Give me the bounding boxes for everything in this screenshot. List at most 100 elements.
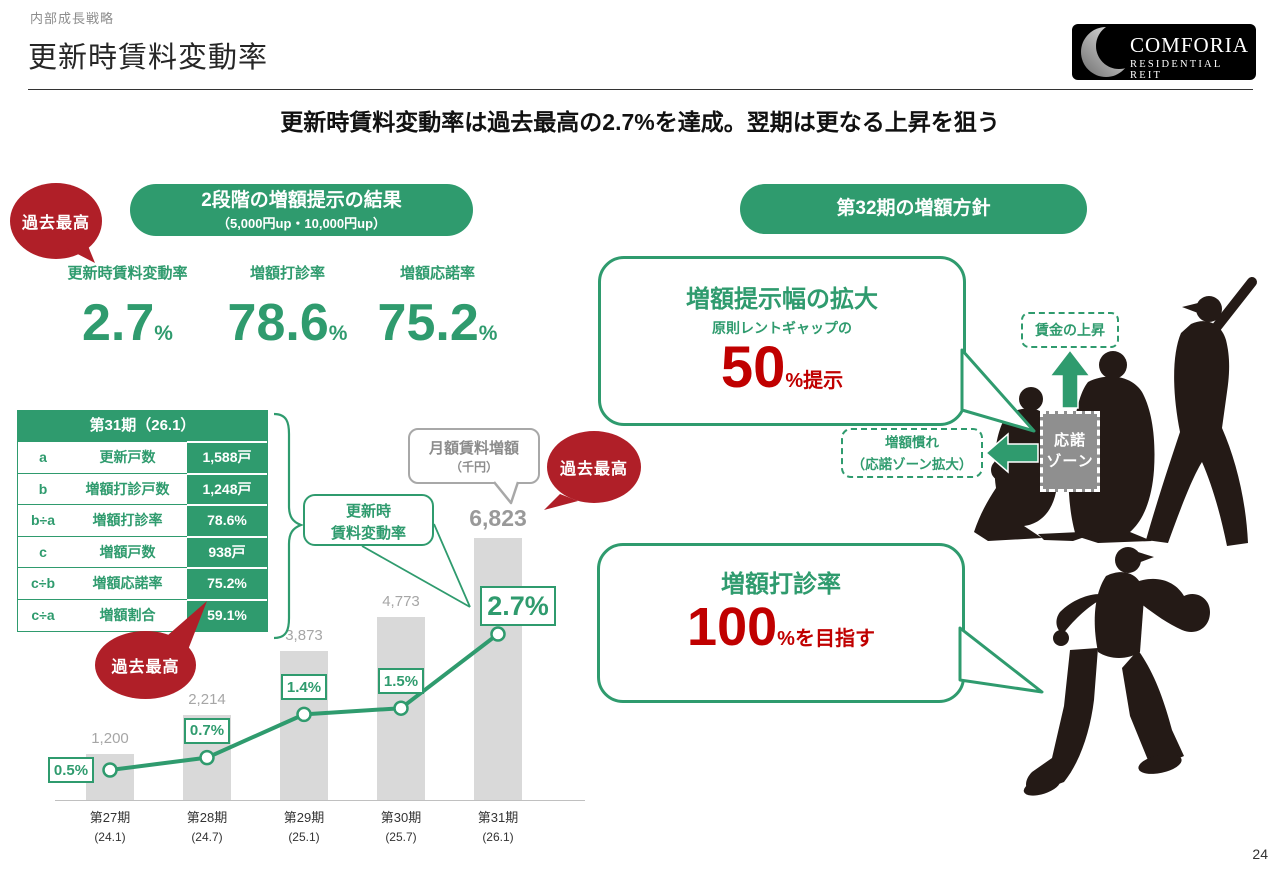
record-high-badge-chart: 過去最高 bbox=[547, 431, 641, 503]
row-label: 更新戸数 bbox=[99, 449, 156, 465]
bar-value-label: 6,823 bbox=[469, 505, 527, 531]
pct-label-2.7%: 2.7% bbox=[480, 586, 556, 626]
pct-label-0.5%: 0.5% bbox=[48, 757, 94, 783]
pct-label-0.7%: 0.7% bbox=[184, 717, 230, 744]
x-axis-label: 第31期 (26.1) bbox=[477, 810, 519, 844]
up-arrow-icon bbox=[1048, 348, 1092, 409]
offer-suffix: %提示 bbox=[785, 370, 844, 392]
headline: 更新時賃料変動率は過去最高の2.7%を達成。翌期は更なる上昇を狙う bbox=[280, 109, 1000, 135]
x-axis-label: 第27期 (24.1) bbox=[89, 810, 131, 844]
pitcher-back-leg bbox=[1026, 648, 1098, 794]
rent-increase-chart: 1,200 第27期 (24.1) 2,214 第28期 (24.7) 3,873 第29期(… bbox=[40, 420, 600, 850]
row-key: b bbox=[38, 480, 48, 497]
batter-body bbox=[1146, 321, 1248, 546]
home-plate bbox=[1038, 531, 1102, 541]
bat-icon bbox=[1192, 277, 1257, 357]
bar-第31期 bbox=[474, 538, 522, 800]
pitcher-torso bbox=[1094, 572, 1144, 658]
row-label: 増額応諾率 bbox=[92, 575, 163, 592]
line-bubble-line2: 賃料変動率 bbox=[330, 524, 406, 542]
row-label: 増額割合 bbox=[99, 606, 156, 623]
comforia-logo: COMFORIA RESIDENTIAL REIT bbox=[1072, 24, 1256, 80]
rate-suffix: %を目指す bbox=[777, 628, 875, 650]
umpire-head bbox=[1099, 351, 1127, 379]
period-31-table: 第31期（26.1） a 更新戸数 1,588戸 b 増額打診戸数 1,248戸 b… bbox=[17, 410, 268, 632]
x-axis-label: 第29期 (25.1) bbox=[283, 810, 325, 844]
pitcher-front-leg bbox=[1122, 650, 1184, 770]
line-series bbox=[102, 626, 506, 778]
line-marker bbox=[393, 700, 409, 716]
policy-bubble-rate: 増額打診率 100%を目指す bbox=[597, 543, 965, 703]
table-row: c÷b 増額応諾率 75.2% bbox=[18, 567, 267, 599]
page-number: 24 bbox=[1252, 846, 1268, 862]
row-value: 75.2% bbox=[187, 567, 267, 599]
metric-label: 更新時賃料変動率 bbox=[67, 265, 188, 282]
bar-series-label-bubble: 月額賃料増額 （千円） bbox=[408, 428, 540, 484]
line-marker bbox=[102, 762, 118, 778]
speech2-tail bbox=[958, 626, 1044, 694]
result-pill: 2段階の増額提示の結果 （5,000円up・10,000円up） bbox=[130, 184, 473, 236]
catcher-mitt bbox=[991, 459, 1013, 481]
acceptance-zone-box: 応諾 ゾーン bbox=[1040, 411, 1100, 492]
metric-2: 増額応諾率 75.2% bbox=[355, 262, 520, 349]
line-marker bbox=[199, 749, 215, 766]
result-pill-sub: （5,000円up・10,000円up） bbox=[216, 215, 387, 231]
metric-value: 2.7% bbox=[82, 294, 173, 352]
row-key: a bbox=[39, 449, 47, 465]
metric-label: 増額応諾率 bbox=[399, 265, 475, 282]
speech1-tail bbox=[960, 348, 1036, 433]
policy-pill: 第32期の増額方針 bbox=[740, 184, 1087, 234]
offer-sub: 原則レントギャップの bbox=[712, 320, 852, 336]
table-row: b÷a 増額打診率 78.6% bbox=[18, 504, 267, 536]
metric-label: 増額打診率 bbox=[249, 265, 325, 282]
title-divider bbox=[28, 89, 1253, 90]
table-body: a 更新戸数 1,588戸 b 増額打診戸数 1,248戸 b÷a 増額打診率 78… bbox=[18, 441, 267, 631]
table-header: 第31期（26.1） bbox=[18, 411, 267, 441]
table-row: b 増額打診戸数 1,248戸 bbox=[18, 472, 267, 505]
row-key: c bbox=[39, 543, 47, 560]
row-label: 増額打診率 bbox=[92, 512, 163, 529]
bar-bubble-line1: 月額賃料増額 bbox=[428, 440, 519, 457]
x-axis-label: 第30期 (25.7) bbox=[380, 810, 422, 844]
catcher-head bbox=[1019, 387, 1043, 411]
row-value: 1,248戸 bbox=[187, 472, 267, 505]
x-axis bbox=[55, 800, 585, 801]
pitcher-glove-arm bbox=[1134, 578, 1210, 632]
row-value: 1,588戸 bbox=[187, 441, 267, 473]
page-title: 更新時賃料変動率 bbox=[28, 42, 269, 74]
line-bubble-line1: 更新時 bbox=[345, 503, 391, 520]
metric-0: 更新時賃料変動率 2.7% bbox=[45, 262, 210, 349]
rate-title: 増額打診率 bbox=[721, 571, 841, 598]
logo-text-line2: RESIDENTIAL REIT bbox=[1130, 59, 1223, 80]
batter-head bbox=[1196, 296, 1222, 322]
slide-category: 内部成長戦略 bbox=[30, 11, 115, 26]
metric-value: 75.2% bbox=[377, 294, 498, 352]
row-label: 増額戸数 bbox=[99, 543, 156, 560]
left-arrow-icon bbox=[984, 432, 1039, 474]
table-row: a 更新戸数 1,588戸 bbox=[18, 441, 267, 473]
pitcher-back-arm bbox=[1056, 594, 1100, 634]
wage-rise-tag: 賃金の上昇 bbox=[1021, 312, 1119, 348]
accustomed-line1: 増額慣れ bbox=[885, 435, 939, 450]
row-key: c÷b bbox=[30, 575, 56, 592]
x-axis-label: 第28期 (24.7) bbox=[186, 810, 228, 844]
metric-value: 78.6% bbox=[227, 294, 348, 352]
pitcher-head bbox=[1115, 547, 1141, 573]
bar-value-label: 1,200 bbox=[91, 729, 129, 747]
pct-label-1.4%: 1.4% bbox=[281, 674, 327, 701]
accustomed-tag: 増額慣れ （応諾ゾーン拡大） bbox=[841, 428, 983, 478]
row-label: 増額打診戸数 bbox=[85, 480, 170, 497]
offer-title: 増額提示幅の拡大 bbox=[686, 286, 878, 313]
line-marker bbox=[296, 706, 312, 723]
offer-value: 50 bbox=[720, 335, 786, 400]
line-marker bbox=[490, 626, 506, 642]
bar-value-label: 2,214 bbox=[188, 690, 226, 708]
row-value: 78.6% bbox=[187, 504, 267, 536]
zone-line2: ゾーン bbox=[1046, 452, 1094, 470]
pct-label-1.5%: 1.5% bbox=[378, 668, 424, 695]
zone-line1: 応諾 bbox=[1053, 432, 1086, 450]
row-key: b÷a bbox=[30, 512, 56, 529]
policy-bubble-offer: 増額提示幅の拡大 原則レントギャップの 50%提示 bbox=[598, 256, 966, 426]
accustomed-line2: （応諾ゾーン拡大） bbox=[851, 456, 973, 472]
